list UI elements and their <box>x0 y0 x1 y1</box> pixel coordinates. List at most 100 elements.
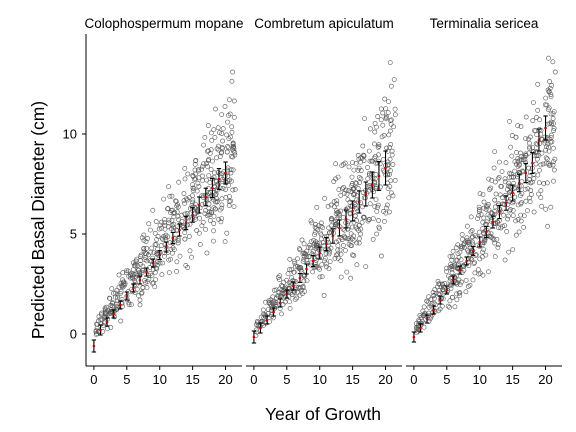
scatter-point <box>303 251 309 257</box>
scatter-point <box>300 284 306 289</box>
scatter-point <box>390 193 396 199</box>
scatter-point <box>329 216 335 222</box>
scatter-point <box>480 219 486 225</box>
scatter-point <box>549 83 555 88</box>
scatter-point <box>534 132 540 138</box>
mean-point <box>178 228 181 232</box>
scatter-point <box>472 270 478 276</box>
scatter-point <box>149 245 155 251</box>
scatter-point <box>332 255 338 261</box>
scatter-point <box>548 204 554 210</box>
scatter-point <box>445 303 451 309</box>
scatter-point <box>230 167 236 173</box>
facet-title: Colophospermum mopane <box>84 16 243 31</box>
scatter-point <box>154 251 159 256</box>
scatter-point <box>391 77 397 82</box>
scatter-point <box>421 304 427 310</box>
scatter-point <box>550 59 556 65</box>
scatter-point <box>462 261 468 267</box>
scatter-point <box>470 277 476 283</box>
scatter-point <box>158 225 164 231</box>
scatter-point <box>496 159 502 165</box>
scatter-point <box>160 236 166 242</box>
scatter-point <box>504 228 510 234</box>
scatter-point <box>483 252 489 258</box>
mean-point <box>118 303 122 307</box>
scatter-point <box>166 257 172 263</box>
scatter-point <box>506 180 512 186</box>
scatter-point <box>485 269 491 275</box>
scatter-point <box>313 239 319 245</box>
scatter-point <box>376 218 381 223</box>
mean-point <box>197 203 201 207</box>
scatter-point <box>387 184 393 189</box>
scatter-point <box>217 154 223 159</box>
mean-point <box>364 192 368 196</box>
scatter-point <box>322 255 328 261</box>
scatter-point <box>296 266 302 271</box>
x-tick-label: 0 <box>410 372 417 387</box>
scatter-point <box>196 175 202 181</box>
scatter-point <box>118 318 124 324</box>
scatter-point <box>551 167 557 173</box>
mean-point <box>419 326 422 330</box>
scatter-point <box>231 204 237 209</box>
mean-point <box>132 286 135 290</box>
scatter-point <box>166 220 172 226</box>
scatter-point <box>335 210 340 215</box>
mean-point <box>445 288 449 292</box>
scatter-point <box>538 188 544 194</box>
scatter-point <box>137 297 143 303</box>
scatter-point <box>258 314 264 320</box>
scatter-point <box>424 298 430 304</box>
mean-point <box>432 308 435 312</box>
scatter-point <box>341 185 346 190</box>
scatter-point <box>436 308 441 314</box>
scatter-point <box>510 207 516 213</box>
scatter-point <box>360 190 366 195</box>
scatter-point <box>166 270 172 275</box>
scatter-point <box>350 160 355 165</box>
scatter-point <box>184 196 189 202</box>
scatter-point <box>346 164 352 170</box>
scatter-point <box>311 264 317 270</box>
scatter-point <box>301 256 307 262</box>
scatter-point <box>355 186 361 191</box>
scatter-point <box>543 155 549 161</box>
scatter-point <box>213 178 219 184</box>
scatter-point <box>365 218 371 224</box>
scatter-point <box>537 117 542 123</box>
scatter-point <box>492 149 498 154</box>
scatter-point <box>531 149 536 155</box>
scatter-point <box>502 202 508 208</box>
scatter-point <box>152 284 158 290</box>
scatter-point <box>217 171 223 177</box>
scatter-point <box>348 189 354 194</box>
x-tick-label: 20 <box>378 372 392 387</box>
scatter-point <box>349 243 354 249</box>
scatter-point <box>319 262 325 267</box>
scatter-point <box>222 239 228 245</box>
scatter-point <box>385 110 391 116</box>
y-tick-label: 0 <box>70 327 77 342</box>
scatter-point <box>146 221 152 227</box>
scatter-point <box>356 222 362 228</box>
scatter-point <box>544 102 550 108</box>
scatter-point <box>182 165 188 171</box>
scatter-point <box>426 313 431 318</box>
scatter-point <box>449 270 455 275</box>
scatter-point <box>192 161 198 167</box>
scatter-point <box>203 161 209 166</box>
mean-point <box>524 171 528 175</box>
scatter-point <box>200 173 205 179</box>
scatter-point <box>326 225 332 231</box>
scatter-point <box>286 280 292 285</box>
scatter-point <box>335 251 341 257</box>
scatter-point <box>513 134 519 140</box>
scatter-point <box>253 327 259 333</box>
scatter-point <box>144 284 150 290</box>
scatter-point <box>194 188 200 194</box>
scatter-point <box>158 243 164 248</box>
scatter-point <box>547 121 553 126</box>
scatter-point <box>355 152 361 158</box>
